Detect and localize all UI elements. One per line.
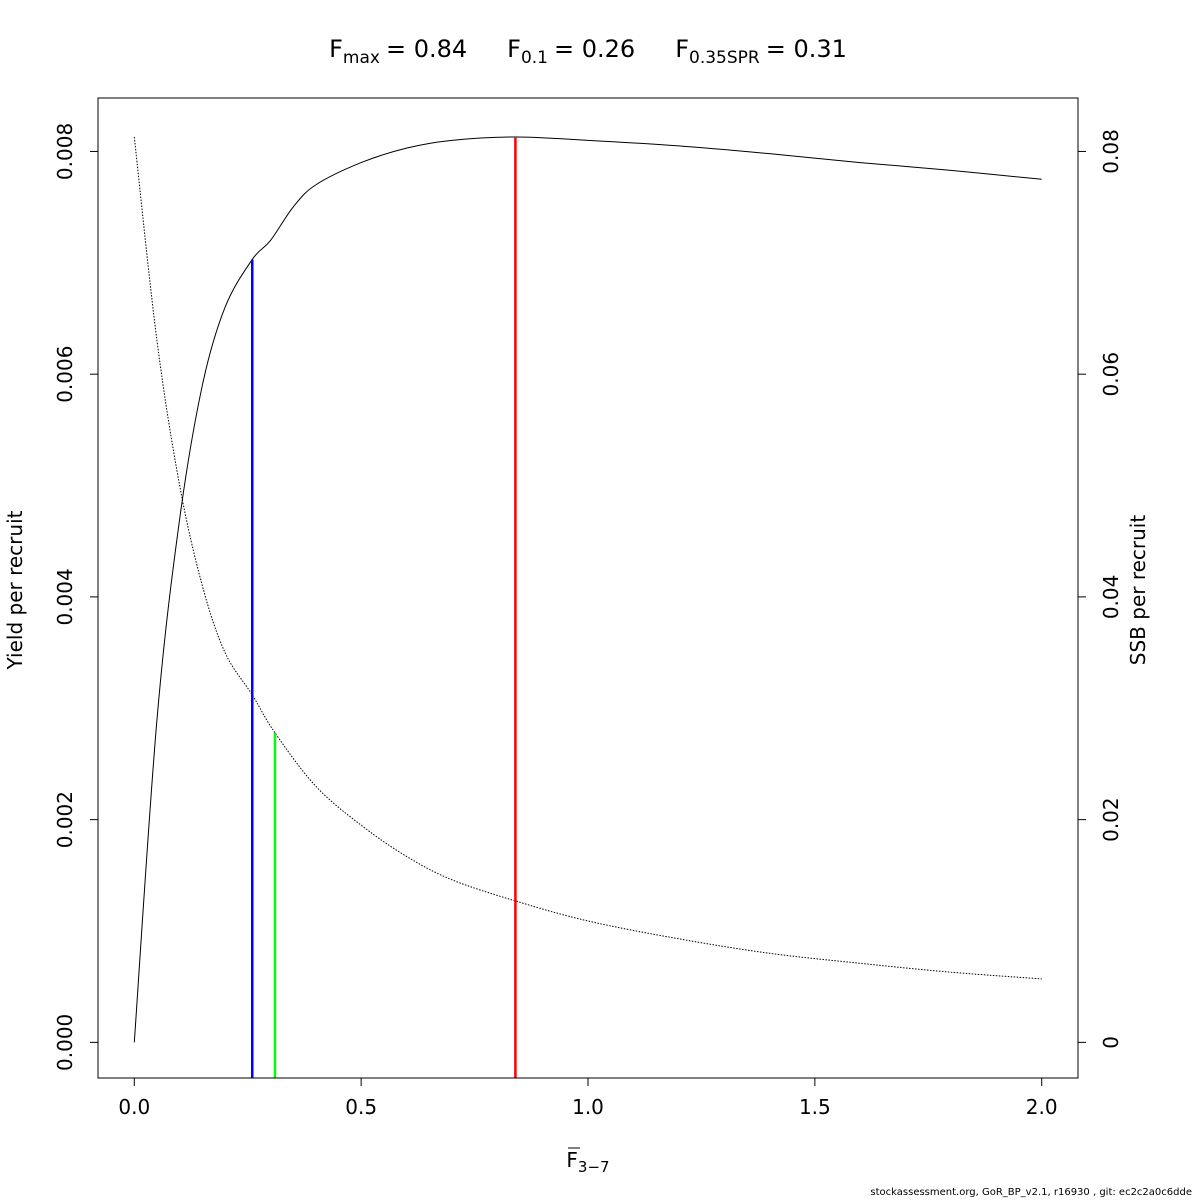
y-right-tick-label: 0.06 bbox=[1099, 352, 1123, 397]
title-fspr-sub: 0.35SPR bbox=[689, 48, 760, 68]
title-fmax-sub: max bbox=[343, 48, 380, 68]
plot-area bbox=[133, 136, 1042, 1078]
y-right-tick-label: 0.04 bbox=[1099, 575, 1123, 620]
xlabel-sub: 3−7 bbox=[578, 1158, 610, 1176]
title-f01-sub: 0.1 bbox=[521, 48, 548, 68]
x-tick-label: 0.5 bbox=[345, 1095, 377, 1119]
y-left-tick-label: 0.006 bbox=[53, 346, 77, 403]
chart-title: Fmax = 0.84 F0.1 = 0.26 F0.35SPR = 0.31 bbox=[329, 35, 847, 68]
y-left-tick-label: 0.004 bbox=[53, 568, 77, 625]
title-fmax-base: F bbox=[329, 35, 343, 63]
ssb-per-recruit-line bbox=[133, 136, 1042, 980]
x-tick-label: 1.5 bbox=[799, 1095, 831, 1119]
y-right-tick-label: 0.02 bbox=[1099, 797, 1123, 842]
x-tick-label: 1.0 bbox=[572, 1095, 604, 1119]
y-right-tick-label: 0.08 bbox=[1099, 129, 1123, 174]
footer-credit: stockassessment.org, GoR_BP_v2.1, r16930… bbox=[870, 1187, 1192, 1198]
title-f01-value: = 0.26 bbox=[554, 35, 635, 63]
xlabel-base: F bbox=[566, 1148, 578, 1172]
y-axis-label-left: Yield per recruit bbox=[3, 510, 27, 670]
title-fspr-value: = 0.31 bbox=[766, 35, 847, 63]
y-left-tick-label: 0.000 bbox=[53, 1014, 77, 1071]
y-left-tick-label: 0.002 bbox=[53, 791, 77, 848]
x-tick-label: 2.0 bbox=[1026, 1095, 1058, 1119]
x-axis-label: F3−7 bbox=[566, 1148, 609, 1176]
y-axis-label-right: SSB per recruit bbox=[1126, 515, 1150, 666]
y-left-tick-label: 0.008 bbox=[53, 123, 77, 180]
title-fspr-base: F bbox=[675, 35, 689, 63]
x-tick-label: 0.0 bbox=[118, 1095, 150, 1119]
title-fmax-value: = 0.84 bbox=[386, 35, 467, 63]
plot-frame bbox=[97, 97, 1079, 1079]
title-f01-base: F bbox=[507, 35, 521, 63]
yield-per-recruit-line bbox=[133, 136, 1042, 1043]
y-right-tick-label: 0 bbox=[1099, 1036, 1123, 1049]
axes: 0.0 0.5 1.0 1.5 2.0 0.000 0.002 0.004 0.006 0.008… bbox=[53, 123, 1123, 1119]
